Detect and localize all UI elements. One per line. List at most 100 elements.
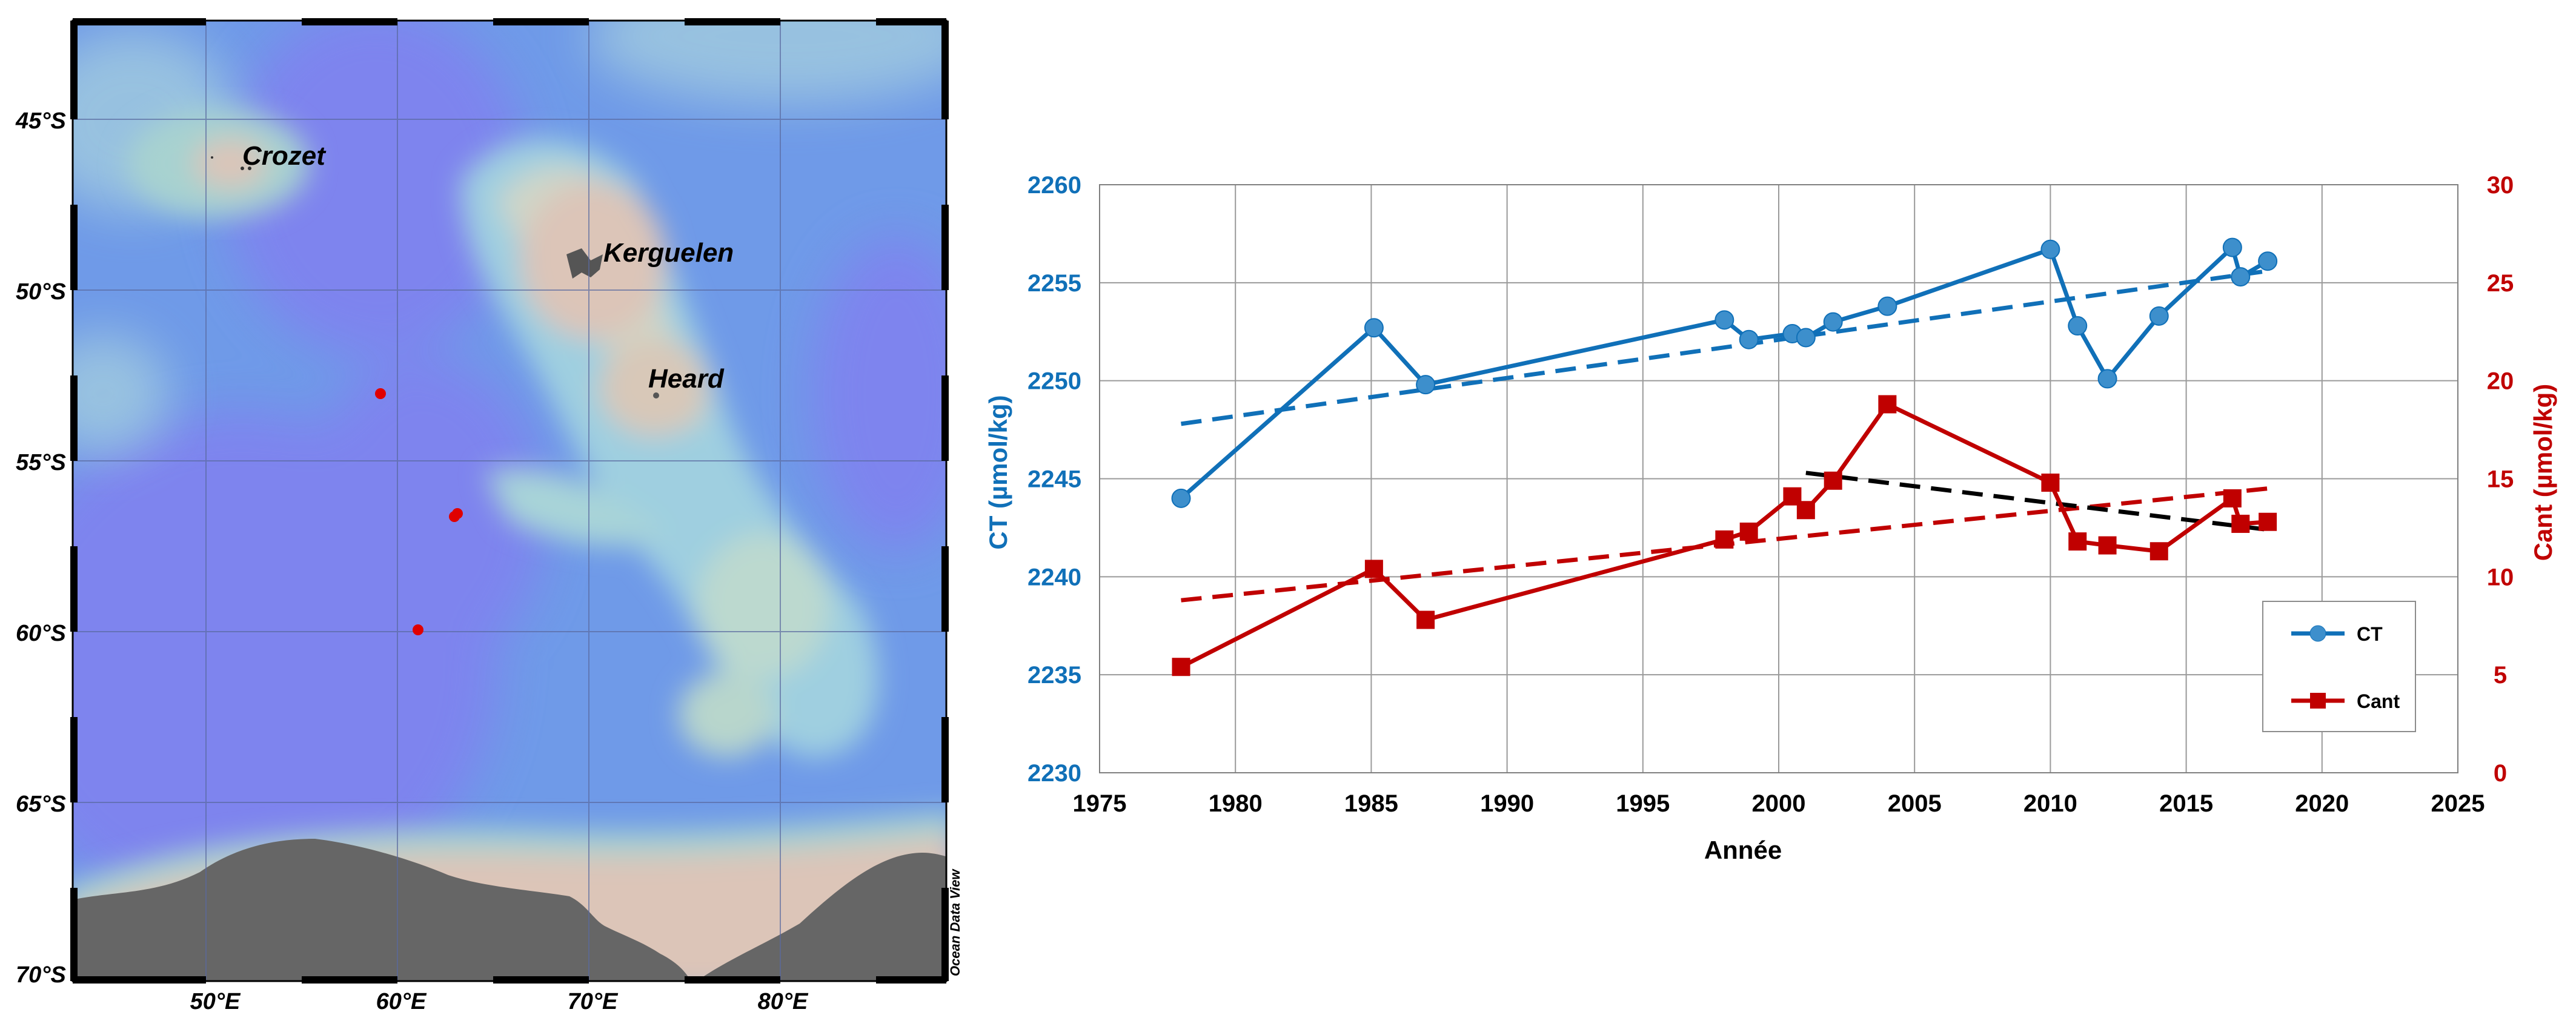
x-tick-2000: 2000	[1752, 790, 1806, 817]
frame-tick-right-0	[941, 21, 949, 119]
frame-tick-right-1	[941, 205, 949, 290]
x-tick-1990: 1990	[1480, 790, 1534, 817]
frame-tick-bottom-2	[493, 976, 589, 984]
point-cant-3	[1715, 530, 1734, 549]
point-cant-10	[2068, 532, 2087, 551]
point-ct-12	[2149, 306, 2169, 326]
point-ct-14	[2231, 267, 2251, 287]
y-right-tick-labels: 0 5 10 15 20 25 30	[2487, 172, 2514, 787]
station-1	[375, 388, 386, 399]
point-cant-11	[2098, 536, 2117, 555]
point-ct-8	[1877, 296, 1897, 316]
point-cant-2	[1416, 610, 1435, 629]
x-tick-2005: 2005	[1888, 790, 1942, 817]
frame-tick-bottom-4	[876, 976, 946, 984]
y-left-tick-2255: 2255	[1027, 270, 1081, 297]
y-left-tick-2240: 2240	[1027, 564, 1081, 590]
y-axis-left-title: CT (µmol/kg)	[984, 395, 1012, 549]
point-ct-6	[1796, 328, 1816, 348]
frame-tick-right-3	[941, 546, 949, 632]
point-ct-9	[2040, 239, 2060, 259]
point-ct-2	[1416, 375, 1436, 395]
lat-label-45: 45°S	[15, 108, 66, 134]
lat-label-70: 70°S	[16, 962, 66, 988]
legend-box	[2262, 601, 2416, 732]
deep-basins	[73, 21, 946, 921]
trendline-ct-0	[1181, 268, 2268, 426]
legend-cant-label: Cant	[2357, 690, 2400, 712]
stations	[375, 388, 463, 635]
frame-tick-bottom-1	[302, 976, 397, 984]
frame-tick-left-4	[70, 717, 78, 802]
point-ct-7	[1823, 312, 1843, 332]
crozet-island-2	[248, 167, 251, 170]
frame-tick-right-4	[941, 717, 949, 802]
frame-tick-bottom-0	[73, 976, 206, 984]
crozet-island-1	[241, 167, 244, 170]
station-4	[413, 624, 423, 635]
frame-tick-top-1	[302, 18, 397, 25]
chart-panel: 1975 1980 1985 1990 1995 2000 2005 2010 2015 2020…	[984, 172, 2557, 864]
frame-tick-left-5	[70, 888, 78, 981]
place-heard: Heard	[648, 364, 725, 394]
series-line-cant	[1180, 402, 2268, 669]
x-tick-1980: 1980	[1209, 790, 1263, 817]
point-ct-13	[2222, 237, 2242, 257]
plot-area-frame	[1099, 184, 2458, 773]
heard-island	[653, 392, 659, 398]
y-right-tick-30: 30	[2487, 172, 2514, 199]
frame-tick-top-2	[493, 18, 589, 25]
y-left-tick-2260: 2260	[1027, 172, 1081, 199]
x-tick-2025: 2025	[2431, 790, 2485, 817]
crozet-island-3	[211, 156, 213, 159]
frame-tick-top-3	[685, 18, 780, 25]
lat-label-50: 50°S	[16, 279, 66, 305]
place-kerguelen: Kerguelen	[603, 238, 734, 268]
lon-label-70: 70°E	[568, 989, 619, 1014]
lat-label-60: 60°S	[16, 621, 66, 646]
frame-tick-right-2	[941, 375, 949, 461]
x-tick-labels: 1975 1980 1985 1990 1995 2000 2005 2010 2015 2020…	[1073, 790, 2485, 817]
lon-label-60: 60°E	[376, 989, 427, 1014]
point-cant-4	[1739, 522, 1758, 541]
frame-tick-top-0	[73, 18, 206, 25]
frame-tick-left-0	[70, 21, 78, 119]
frame-tick-left-1	[70, 205, 78, 290]
y-right-tick-25: 25	[2487, 270, 2514, 297]
point-ct-15	[2258, 251, 2278, 271]
point-ct-11	[2097, 369, 2117, 389]
legend-cant-marker	[2310, 693, 2326, 709]
map-panel: 45°S 50°S 55°S 60°S 65°S 70°S 50°E 60°E …	[15, 18, 963, 1014]
series	[1171, 237, 2278, 676]
lon-label-80: 80°E	[758, 989, 809, 1014]
x-tick-1985: 1985	[1344, 790, 1398, 817]
point-cant-12	[2149, 542, 2168, 561]
kerguelen-plateau	[460, 138, 878, 758]
lon-label-50: 50°E	[190, 989, 241, 1014]
point-ct-3	[1715, 310, 1734, 330]
legend-ct-marker	[2309, 625, 2326, 642]
map-frame-ticks	[70, 18, 949, 984]
y-right-tick-15: 15	[2487, 466, 2514, 493]
point-ct-0	[1171, 488, 1191, 508]
legend: CT Cant	[2262, 601, 2416, 732]
y-right-tick-5: 5	[2494, 662, 2507, 689]
y-left-tick-2235: 2235	[1027, 662, 1081, 689]
frame-tick-left-2	[70, 375, 78, 461]
antarctica-land	[73, 839, 691, 981]
lat-label-65: 65°S	[16, 792, 66, 817]
lat-label-55: 55°S	[16, 450, 66, 475]
place-crozet: Crozet	[242, 141, 327, 171]
point-cant-7	[1824, 471, 1842, 490]
frame-tick-top-4	[876, 18, 946, 25]
point-ct-1	[1364, 318, 1384, 338]
kerguelen-island	[566, 248, 603, 279]
point-ct-4	[1739, 329, 1759, 349]
point-cant-14	[2231, 514, 2250, 533]
series-line-ct	[1180, 245, 2269, 500]
y-left-tick-2230: 2230	[1027, 760, 1081, 787]
point-cant-15	[2259, 512, 2277, 531]
y-right-tick-0: 0	[2494, 760, 2507, 787]
x-tick-1995: 1995	[1616, 790, 1670, 817]
x-tick-1975: 1975	[1073, 790, 1127, 817]
